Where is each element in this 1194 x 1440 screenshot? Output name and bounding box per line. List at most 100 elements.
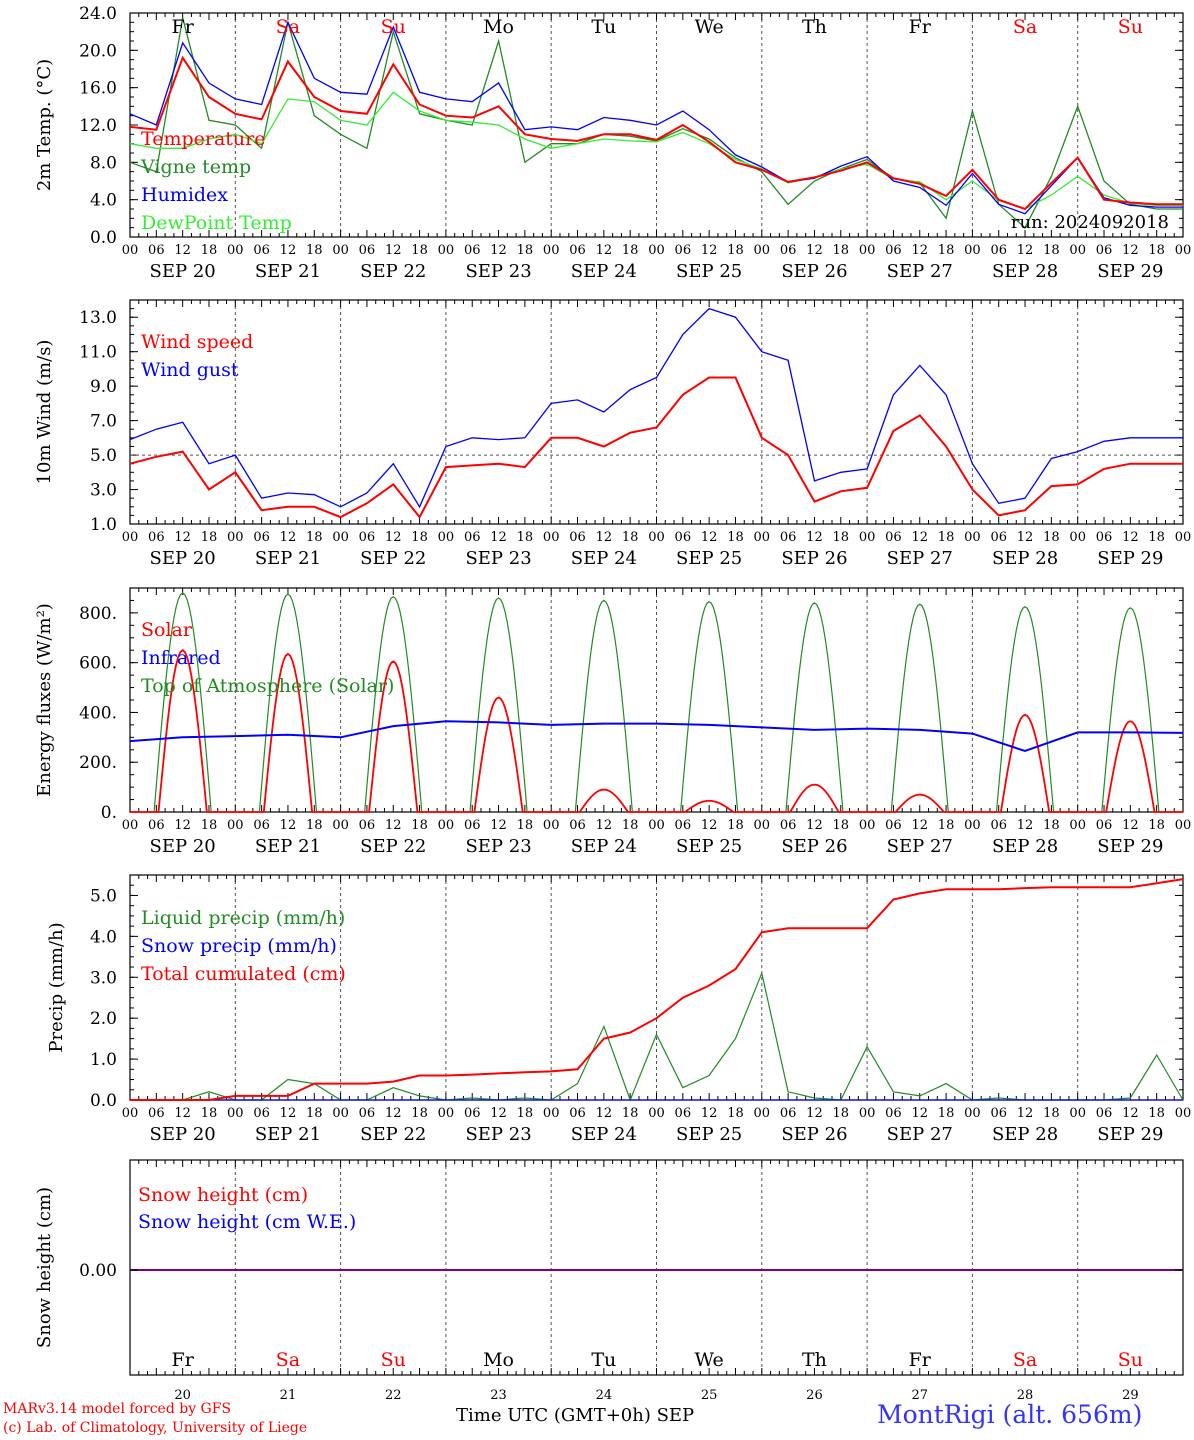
hour-tick-label: 12 — [280, 1106, 297, 1121]
hour-tick-label: 00 — [1175, 243, 1192, 258]
weekday-label: Su — [1118, 16, 1143, 38]
hour-tick-label: 06 — [253, 530, 270, 545]
hour-tick-label: 06 — [148, 243, 165, 258]
model-credit: MARv3.14 model forced by GFS — [3, 1401, 232, 1417]
hour-tick-label: 18 — [201, 818, 218, 833]
date-label: SEP 29 — [1097, 261, 1163, 282]
run-label: run: 2024092018 — [1011, 212, 1169, 233]
date-label: SEP 21 — [255, 1124, 321, 1145]
hour-tick-label: 00 — [122, 530, 139, 545]
hour-tick-label: 18 — [1148, 818, 1165, 833]
plot-frame — [129, 587, 1184, 813]
hour-tick-label: 18 — [411, 530, 428, 545]
weekday-label: Fr — [909, 1349, 932, 1371]
weekday-label: Tu — [591, 1349, 616, 1371]
date-label: SEP 29 — [1097, 1124, 1163, 1145]
hour-tick-label: 18 — [1148, 243, 1165, 258]
hour-tick-label: 00 — [227, 818, 244, 833]
hour-tick-label: 12 — [174, 530, 191, 545]
weekday-label: We — [695, 1349, 724, 1371]
humidex-line — [129, 20, 1183, 215]
hour-tick-label: 18 — [622, 530, 639, 545]
hour-tick-label: 00 — [332, 1106, 349, 1121]
hour-tick-label: 06 — [1096, 243, 1113, 258]
hour-tick-label: 18 — [938, 818, 955, 833]
weekday-label: Mo — [483, 16, 514, 38]
y-axis-label: Energy fluxes (W/m²) — [34, 603, 55, 797]
hour-tick-label: 12 — [280, 243, 297, 258]
date-label: SEP 26 — [781, 261, 847, 282]
hour-tick-label: 06 — [1096, 530, 1113, 545]
hour-tick-label: 00 — [648, 1106, 665, 1121]
hour-tick-label: 18 — [1148, 530, 1165, 545]
hour-tick-label: 00 — [1069, 530, 1086, 545]
hour-tick-label: 12 — [1122, 818, 1139, 833]
hour-tick-label: 18 — [517, 1106, 534, 1121]
wind-gust-line — [129, 307, 1183, 509]
hour-tick-label: 12 — [490, 243, 507, 258]
hour-tick-label: 06 — [780, 1106, 797, 1121]
hour-tick-label: 12 — [701, 818, 718, 833]
y-tick-label: 0.0 — [90, 228, 117, 248]
legend-entry: Vigne temp — [140, 156, 251, 178]
legend-entry: Infrared — [141, 647, 221, 669]
solar-line — [130, 649, 1183, 813]
lab-credit: (c) Lab. of Climatology, University of L… — [3, 1420, 308, 1436]
hour-tick-label: 12 — [385, 818, 402, 833]
hour-tick-label: 06 — [253, 1106, 270, 1121]
hour-tick-label: 00 — [438, 818, 455, 833]
hour-tick-label: 00 — [1069, 243, 1086, 258]
y-tick-label: 3.0 — [90, 968, 117, 988]
hour-tick-label: 12 — [596, 530, 613, 545]
weekday-label: Sa — [1013, 16, 1037, 38]
hour-tick-label: 12 — [806, 1106, 823, 1121]
legend-entry: Snow height (cm W.E.) — [138, 1211, 356, 1233]
legend-entry: Snow height (cm) — [138, 1184, 308, 1206]
hour-tick-label: 06 — [464, 243, 481, 258]
hour-tick-label: 18 — [1148, 1106, 1165, 1121]
hour-tick-label: 12 — [701, 530, 718, 545]
hour-tick-label: 18 — [306, 1106, 323, 1121]
hour-tick-label: 06 — [675, 818, 692, 833]
hour-tick-label: 00 — [964, 1106, 981, 1121]
y-tick-label: 4.0 — [90, 927, 117, 947]
hour-tick-label: 18 — [833, 818, 850, 833]
y-tick-label: 24.0 — [79, 4, 117, 24]
y-tick-label: 13.0 — [79, 308, 117, 328]
legend-entry: Humidex — [141, 184, 228, 206]
date-label: SEP 27 — [887, 1124, 953, 1145]
hour-tick-label: 06 — [148, 818, 165, 833]
hour-tick-label: 00 — [1175, 1106, 1192, 1121]
weekday-label: Su — [1118, 1349, 1143, 1371]
hour-tick-label: 12 — [911, 1106, 928, 1121]
y-tick-label: 200. — [79, 753, 117, 773]
hour-tick-label: 12 — [1017, 243, 1034, 258]
hour-tick-label: 18 — [938, 530, 955, 545]
hour-tick-label: 12 — [490, 530, 507, 545]
date-label: SEP 23 — [465, 836, 531, 857]
hour-tick-label: 18 — [727, 530, 744, 545]
date-label: SEP 23 — [465, 548, 531, 569]
hour-tick-label: 00 — [859, 243, 876, 258]
day-number-label: 28 — [1017, 1388, 1034, 1403]
date-label: SEP 23 — [465, 1124, 531, 1145]
legend-entry: Solar — [141, 619, 193, 641]
date-label: SEP 28 — [992, 1124, 1058, 1145]
hour-tick-label: 18 — [1043, 530, 1060, 545]
hour-tick-label: 06 — [569, 1106, 586, 1121]
hour-tick-label: 00 — [543, 530, 560, 545]
weekday-label: Fr — [172, 1349, 195, 1371]
hour-tick-label: 06 — [569, 243, 586, 258]
hour-tick-label: 00 — [1069, 1106, 1086, 1121]
hour-tick-label: 12 — [385, 530, 402, 545]
hour-tick-label: 06 — [885, 818, 902, 833]
hour-tick-label: 12 — [174, 818, 191, 833]
weekday-label: Th — [802, 16, 827, 38]
hour-tick-label: 18 — [727, 1106, 744, 1121]
hour-tick-label: 18 — [938, 1106, 955, 1121]
hour-tick-label: 12 — [806, 530, 823, 545]
date-label: SEP 23 — [465, 261, 531, 282]
y-tick-label: 8.0 — [90, 153, 117, 173]
hour-tick-label: 00 — [859, 530, 876, 545]
day-number-label: 20 — [174, 1388, 191, 1403]
